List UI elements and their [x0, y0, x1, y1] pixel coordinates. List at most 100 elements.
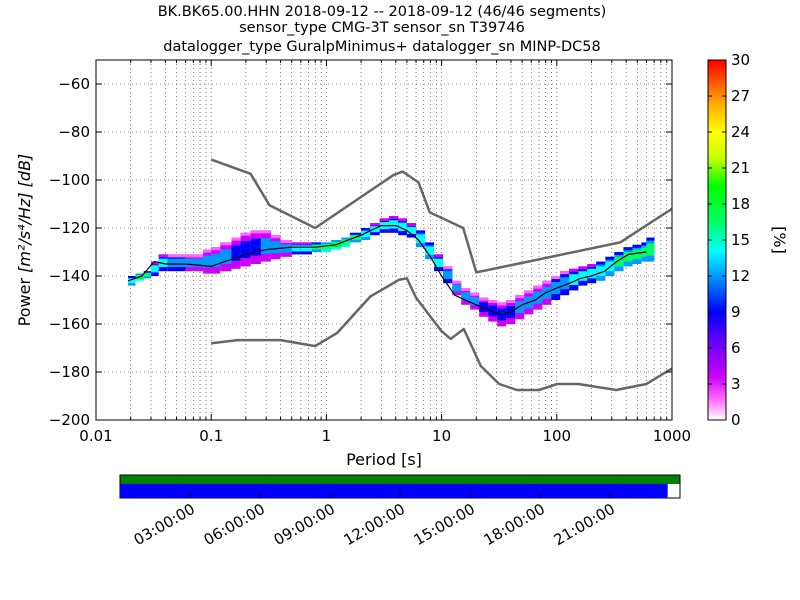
colorbar-tick-label: 3 [731, 375, 741, 393]
density-cell [551, 276, 561, 279]
density-cell [389, 216, 399, 219]
density-cell [542, 280, 552, 284]
density-cell [158, 254, 168, 258]
density-cell [250, 230, 261, 234]
timeline-tick-label: 09:00:00 [271, 500, 338, 549]
x-tick-label: 10 [432, 427, 451, 445]
y-tick-label: −100 [49, 171, 90, 189]
colorbar-tick-label: 18 [731, 195, 750, 213]
chart-title-line-1: BK.BK65.00.HHN 2018-09-12 -- 2018-09-12 … [158, 4, 607, 20]
y-axis-label: Power [m²/s⁴/Hz] [dB] [15, 154, 34, 327]
timeline-tick-label: 15:00:00 [411, 500, 478, 549]
density-cell [203, 255, 212, 268]
colorbar-tick-label: 27 [731, 87, 750, 105]
density-cell [300, 242, 313, 245]
density-cell [321, 242, 332, 245]
density-cell [193, 254, 204, 258]
density-cell [425, 242, 435, 246]
density-cell [280, 244, 292, 253]
density-cell [497, 302, 507, 306]
x-tick-label: 0.01 [79, 427, 112, 445]
density-cell [506, 300, 516, 303]
density-cell [203, 249, 212, 253]
density-cell [270, 235, 281, 239]
x-tick-label: 0.1 [199, 427, 223, 445]
density-cell [370, 223, 380, 226]
x-axis-ticks: 0.01 0.1 1 10 100 1000 [79, 60, 691, 445]
density-cell [416, 230, 426, 234]
density-cell [185, 254, 194, 258]
colorbar-tick-label: 24 [731, 123, 750, 141]
density-cell [231, 245, 241, 261]
plot-area: 0.01 0.1 1 10 100 1000 −60 −80 −100 −120 −140 −160… [49, 59, 691, 445]
density-cell [167, 258, 177, 267]
density-cell [605, 256, 615, 260]
series-line-mode [127, 225, 647, 315]
density-cell [578, 266, 588, 270]
y-axis-label-unit: [m²/s⁴/Hz] [dB] [15, 154, 34, 273]
density-cell [291, 242, 301, 245]
density-cell [250, 238, 261, 256]
density-cell [185, 258, 194, 267]
density-cell [158, 258, 168, 267]
timeline-coverage-bar [120, 484, 668, 498]
y-axis-label-main: Power [15, 278, 34, 327]
series-line-noise-model-high [210, 158, 672, 274]
density-cell [596, 261, 606, 265]
colorbar-tick-label: 21 [731, 159, 750, 177]
density-cell [488, 305, 498, 317]
series-lines [127, 158, 672, 392]
timeline-ticks: 03:00:00 06:00:00 09:00:00 12:00:00 15:00:00… [131, 492, 618, 549]
y-tick-label: −160 [49, 315, 90, 333]
density-cell [260, 238, 271, 254]
density-cell [280, 240, 292, 243]
series-line-noise-model-low [211, 277, 672, 392]
density-cell [479, 297, 489, 301]
timeline-tick-label: 06:00:00 [201, 500, 268, 549]
density-cell [128, 276, 136, 278]
density-cell [425, 246, 435, 255]
density-cell [361, 231, 371, 237]
density-cell [515, 295, 525, 299]
y-tick-label: −120 [49, 219, 90, 237]
x-tick-label: 1 [322, 427, 332, 445]
density-cell [641, 242, 647, 246]
density-cell [443, 270, 453, 279]
density-cell [312, 242, 322, 245]
density-cell [220, 242, 232, 246]
density-cell [398, 222, 407, 231]
density-cell [389, 220, 399, 229]
density-cell [220, 249, 232, 264]
density-cell [128, 278, 136, 284]
timeline-tick-label: 21:00:00 [551, 500, 618, 549]
density-cell [341, 240, 350, 245]
colorbar: 0 3 6 9 12 15 18 21 24 27 30 [%] [707, 51, 789, 429]
density-cell [623, 252, 633, 262]
density-cell [614, 252, 624, 255]
density-cell [150, 265, 159, 273]
x-tick-label: 1000 [653, 427, 691, 445]
colorbar-tick-label: 30 [731, 51, 750, 69]
density-cell [291, 245, 301, 252]
density-cell [176, 254, 186, 258]
density-cell [533, 285, 543, 289]
density-cell [632, 244, 642, 248]
colorbar-tick-label: 12 [731, 267, 750, 285]
density-cell [560, 271, 570, 275]
density-cell [596, 266, 606, 276]
timeline-tick-label: 18:00:00 [481, 500, 548, 549]
plot-frame [95, 59, 673, 421]
density-cell [569, 274, 579, 285]
density-cell [211, 247, 221, 251]
chart-title-line-2: sensor_type CMG-3T sensor_sn T39746 [239, 20, 525, 36]
density-cell [488, 300, 498, 303]
timeline-segments-bar [120, 475, 680, 484]
density-cell [300, 245, 313, 252]
density-cell [193, 258, 204, 267]
density-cell [479, 302, 489, 312]
density-cell [135, 273, 144, 276]
density-cell [398, 218, 407, 222]
density-cell [587, 268, 597, 279]
y-tick-label: −60 [58, 75, 90, 93]
density-cell [614, 256, 624, 267]
